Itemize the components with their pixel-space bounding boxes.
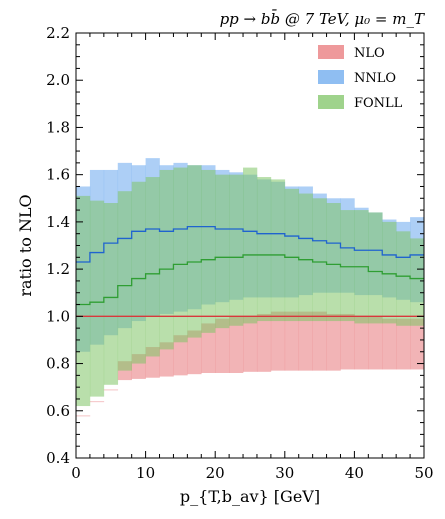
uncertainty-bands bbox=[76, 158, 425, 417]
band-bin bbox=[187, 165, 202, 338]
y-tick-label: 0.8 bbox=[46, 355, 70, 373]
band-bin bbox=[298, 311, 313, 371]
y-label-text: ratio to NLO bbox=[16, 194, 35, 296]
band-bin bbox=[284, 188, 300, 322]
x-tick-label: 0 bbox=[71, 464, 81, 482]
band-bin bbox=[103, 389, 119, 391]
band-bin bbox=[173, 335, 188, 376]
band-bin bbox=[340, 313, 355, 370]
y-tick-label: 1.4 bbox=[46, 213, 70, 231]
band-bin bbox=[103, 203, 119, 385]
band-bin bbox=[326, 203, 341, 322]
legend-item-nlo: NLO bbox=[318, 45, 385, 61]
legend-item-fonll: FONLL bbox=[318, 95, 403, 111]
y-tick-label: 2.0 bbox=[46, 71, 70, 89]
central-line-nnlo bbox=[76, 225, 424, 263]
y-tick-label: 1.2 bbox=[46, 260, 70, 278]
y-tick-label: 1.0 bbox=[46, 307, 70, 325]
band-bin bbox=[354, 316, 369, 370]
band-bin bbox=[368, 316, 383, 370]
legend-swatch bbox=[318, 95, 344, 109]
y-tick-label: 0.6 bbox=[46, 402, 70, 420]
band-bin bbox=[173, 167, 188, 343]
band-bin bbox=[243, 316, 258, 372]
band-bin bbox=[159, 342, 174, 377]
x-tick-label: 30 bbox=[275, 464, 294, 482]
band-bin bbox=[382, 221, 397, 324]
y-tick-label: 2.2 bbox=[46, 24, 70, 42]
central-line-fonll bbox=[76, 254, 424, 306]
band-bin bbox=[89, 401, 105, 403]
legend-swatch bbox=[318, 45, 344, 59]
band-bin bbox=[229, 316, 244, 373]
y-axis-label: ratio to NLO bbox=[16, 194, 35, 296]
band-bin bbox=[159, 169, 174, 350]
band-bin bbox=[284, 311, 300, 371]
x-label-text: p_{T,b_av} [GeV] bbox=[180, 487, 320, 506]
band-bin bbox=[201, 169, 216, 333]
band-bin bbox=[396, 231, 411, 326]
band-bin bbox=[229, 174, 244, 326]
band-bin bbox=[215, 318, 230, 373]
central-lines bbox=[76, 225, 424, 317]
legend: NLO NNLO FONLL bbox=[318, 45, 403, 111]
band-bin bbox=[145, 177, 160, 357]
y-tick-label: 1.8 bbox=[46, 118, 70, 136]
band-bin bbox=[76, 415, 91, 417]
band-bin bbox=[340, 210, 355, 322]
band-bin bbox=[410, 318, 425, 370]
band-bin bbox=[243, 167, 258, 324]
x-tick-label: 40 bbox=[345, 464, 364, 482]
y-tick-label: 0.4 bbox=[46, 449, 70, 467]
band-bin bbox=[187, 330, 202, 375]
title-text: pp → bb̄ @ 7 TeV, μ₀ = m_T bbox=[220, 10, 425, 28]
legend-item-nnlo: NNLO bbox=[318, 70, 396, 86]
band-bin bbox=[201, 323, 216, 373]
band-bin bbox=[256, 177, 272, 322]
band-bin bbox=[410, 238, 425, 326]
band-bin bbox=[270, 179, 286, 322]
band-fonll bbox=[76, 165, 425, 407]
band-bin bbox=[326, 313, 341, 371]
x-tick-label: 10 bbox=[136, 464, 155, 482]
band-bin bbox=[368, 212, 383, 324]
plot-frame bbox=[75, 32, 425, 459]
x-tick-label: 50 bbox=[414, 464, 433, 482]
band-bin bbox=[382, 318, 397, 370]
y-tick-label: 1.6 bbox=[46, 166, 70, 184]
band-bin bbox=[89, 200, 105, 397]
band-bin bbox=[298, 193, 313, 322]
band-bin bbox=[76, 195, 91, 407]
x-axis-label: p_{T,b_av} [GeV] bbox=[180, 487, 320, 506]
band-bin bbox=[270, 311, 286, 371]
chart-title: pp → bb̄ @ 7 TeV, μ₀ = m_T bbox=[220, 10, 425, 28]
band-bin bbox=[256, 313, 272, 372]
tick-labels: 0 10 20 30 40 50 0.4 0.6 0.8 1.0 1.2 1.4 1.6 1.8 2.0 2.… bbox=[46, 24, 433, 482]
band-bin bbox=[396, 318, 411, 370]
legend-swatch bbox=[318, 70, 344, 84]
band-bin bbox=[117, 191, 132, 371]
legend-label: NLO bbox=[354, 46, 385, 61]
legend-label: FONLL bbox=[354, 96, 403, 111]
band-bin bbox=[215, 174, 230, 329]
legend-label: NNLO bbox=[354, 71, 396, 86]
band-bin bbox=[312, 311, 327, 371]
x-tick-label: 20 bbox=[206, 464, 225, 482]
band-bin bbox=[312, 198, 327, 322]
band-bin bbox=[131, 181, 146, 364]
